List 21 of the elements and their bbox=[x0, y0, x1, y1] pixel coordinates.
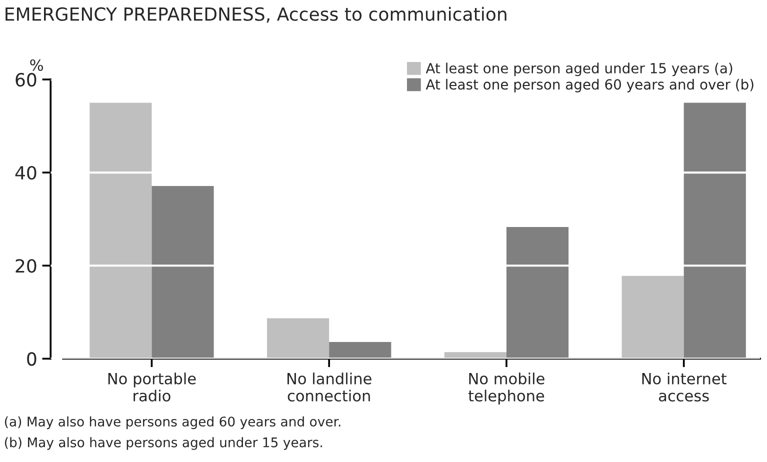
bar bbox=[90, 102, 152, 359]
y-tick-label: 20 bbox=[16, 259, 36, 273]
bar bbox=[267, 318, 330, 359]
legend-label: At least one person aged under 15 years (a) bbox=[426, 62, 732, 76]
y-tick-label: 0 bbox=[27, 352, 36, 366]
text: (b) May also have persons aged under 15 years. bbox=[4, 437, 322, 450]
x-tick-label: No internet access bbox=[642, 372, 726, 402]
bar bbox=[329, 342, 392, 359]
chart-title: EMERGENCY PREPAREDNESS, Access to communication bbox=[6, 6, 506, 23]
bar bbox=[506, 226, 569, 359]
legend-label: At least one person aged 60 years and over (b) bbox=[426, 78, 754, 92]
y-tick-label: 40 bbox=[15, 166, 36, 180]
text: (a) May also have persons aged 60 years and over. bbox=[4, 416, 340, 430]
y-axis-title: % bbox=[30, 59, 44, 71]
bar bbox=[622, 276, 684, 359]
y-tick-label: 60 bbox=[16, 72, 36, 87]
x-tick-label: No landline connection bbox=[287, 372, 372, 402]
x-tick-label: No portable radio bbox=[108, 372, 196, 402]
x-tick-label: No mobile telephone bbox=[468, 372, 544, 404]
bar bbox=[684, 102, 746, 359]
bar bbox=[152, 186, 214, 359]
